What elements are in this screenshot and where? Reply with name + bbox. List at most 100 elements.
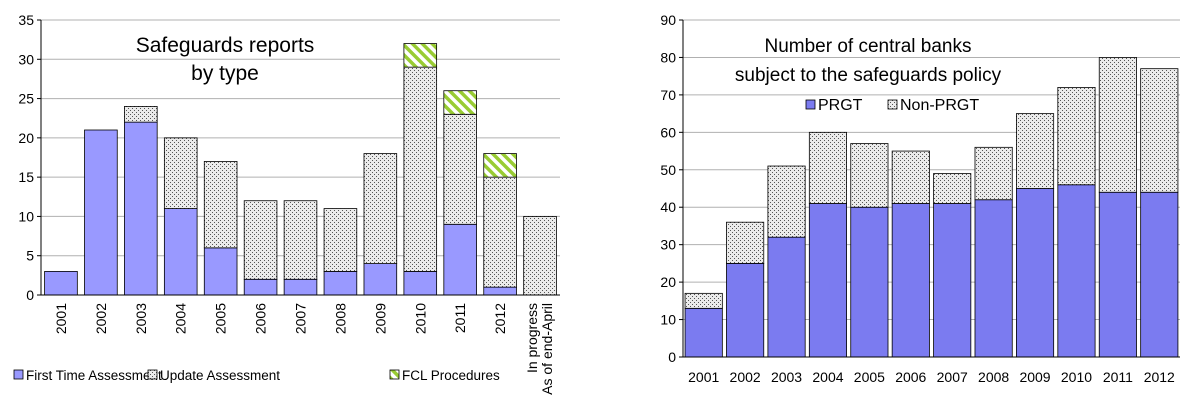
y-tick-label: 35 bbox=[18, 12, 34, 28]
bar-non-prgt-2010 bbox=[1057, 87, 1096, 186]
bar-fcl-procedures-2010 bbox=[403, 43, 438, 68]
bar-update-assessment-2005 bbox=[203, 161, 238, 249]
bar-first-time-assessment-2004 bbox=[163, 208, 198, 296]
bar-non-prgt-2008 bbox=[974, 146, 1013, 201]
y-tick-label: 30 bbox=[18, 51, 34, 67]
legend-label-fcl-procedures: FCL Procedures bbox=[402, 368, 500, 383]
bar-non-prgt-2006 bbox=[891, 150, 930, 204]
bar-first-time-assessment-2006 bbox=[243, 278, 278, 296]
chart-title: Safeguards reports bbox=[136, 34, 315, 57]
y-tick-label: 50 bbox=[660, 162, 676, 178]
bar-non-prgt-2002 bbox=[726, 221, 765, 264]
bar-first-time-assessment-2011 bbox=[443, 223, 477, 296]
x-tick-label: 2001 bbox=[688, 369, 719, 385]
bar-prgt-2003 bbox=[767, 236, 806, 358]
x-tick-label: 2012 bbox=[1144, 369, 1175, 385]
legend-swatch-first-time-assessment bbox=[13, 369, 24, 380]
chart-title: subject to the safeguards policy bbox=[735, 65, 1002, 86]
legend-swatch-fcl-procedures bbox=[389, 369, 400, 380]
x-tick-label: 2002 bbox=[730, 369, 761, 385]
y-tick-label: 25 bbox=[18, 91, 34, 107]
bar-update-assessment-2012 bbox=[483, 176, 517, 288]
legend-label-update-assessment: Update Assessment bbox=[160, 368, 280, 383]
bar-non-prgt-2004 bbox=[808, 131, 847, 204]
bar-fcl-procedures-2012 bbox=[483, 153, 517, 178]
bar-non-prgt-2011 bbox=[1098, 57, 1137, 193]
x-tick-label: 2005 bbox=[854, 369, 885, 385]
bar-prgt-2006 bbox=[891, 203, 930, 358]
x-tick-label: 2010 bbox=[412, 303, 428, 334]
central-banks-chart: 0 10 20 30 40 50 60 70 80 90 2001 2002 2003 2004 2005 2… bbox=[660, 12, 1180, 385]
bar-update-assessment-2003 bbox=[124, 106, 158, 123]
bar-prgt-2009 bbox=[1016, 188, 1055, 358]
bar-non-prgt-2001 bbox=[684, 292, 723, 309]
legend-swatch-update-assessment bbox=[147, 369, 158, 380]
x-tick-label: In progressAs of end-April bbox=[524, 303, 555, 395]
y-tick-label: 80 bbox=[660, 49, 676, 65]
bar-first-time-assessment-2009 bbox=[363, 263, 398, 296]
x-tick-label: 2008 bbox=[978, 369, 1009, 385]
legend-label-first-time-assessment: First Time Assessment bbox=[26, 368, 162, 383]
bar-first-time-assessment-2008 bbox=[323, 271, 358, 296]
bar-fcl-procedures-2011 bbox=[443, 90, 477, 115]
bar-first-time-assessment-2012 bbox=[483, 286, 517, 296]
y-tick-label: 5 bbox=[26, 248, 34, 264]
bar-non-prgt-2009 bbox=[1016, 113, 1055, 189]
y-tick-label: 70 bbox=[660, 87, 676, 103]
bar-prgt-2007 bbox=[933, 203, 972, 358]
bar-first-time-assessment-2007 bbox=[283, 278, 318, 296]
x-tick-label: 2004 bbox=[812, 369, 843, 385]
y-tick-label: 10 bbox=[660, 312, 676, 328]
bar-prgt-2001 bbox=[684, 307, 723, 358]
bar-prgt-2011 bbox=[1098, 191, 1137, 358]
bar-non-prgt-2007 bbox=[933, 173, 972, 204]
y-tick-label: 40 bbox=[660, 199, 676, 215]
legend-label-prgt: PRGT bbox=[818, 97, 863, 114]
legend-swatch-prgt bbox=[805, 99, 816, 110]
x-tick-label: 2012 bbox=[492, 303, 508, 334]
bar-first-time-assessment-2003 bbox=[124, 121, 158, 296]
legend-label-non-prgt: Non-PRGT bbox=[900, 97, 979, 114]
x-tick-label: 2005 bbox=[213, 303, 229, 334]
chart-title: Number of central banks bbox=[765, 36, 972, 57]
x-tick-label: 2011 bbox=[452, 303, 468, 333]
x-tick-label: 2011 bbox=[1103, 369, 1133, 385]
bar-prgt-2002 bbox=[726, 262, 765, 358]
bar-update-assessment-2008 bbox=[323, 208, 358, 272]
y-tick-label: 60 bbox=[660, 124, 676, 140]
bar-update-assessment-2006 bbox=[243, 200, 278, 280]
bar-non-prgt-2003 bbox=[767, 165, 806, 238]
bar-update-assessment-2011 bbox=[443, 113, 477, 225]
bar-prgt-2012 bbox=[1140, 191, 1179, 358]
y-tick-label: 30 bbox=[660, 237, 676, 253]
bar-update-assessment-in-progress-as-of-end-april bbox=[523, 216, 557, 296]
y-tick-label: 0 bbox=[668, 349, 676, 365]
chart-title: by type bbox=[191, 62, 259, 85]
x-tick-label: 2009 bbox=[1019, 369, 1050, 385]
x-tick-label: 2003 bbox=[771, 369, 802, 385]
x-tick-label: 2007 bbox=[937, 369, 968, 385]
bar-update-assessment-2007 bbox=[283, 200, 318, 280]
safeguards-reports-chart: 0 5 10 15 20 25 30 35 2001 2002 2003 2004 2005 2006 20… bbox=[13, 12, 560, 395]
x-tick-label: 2007 bbox=[293, 303, 309, 334]
legend-swatch-non-prgt bbox=[887, 99, 898, 110]
bar-update-assessment-2009 bbox=[363, 153, 398, 264]
x-tick-label: 2004 bbox=[173, 303, 189, 334]
x-tick-label: 2006 bbox=[895, 369, 926, 385]
y-tick-label: 15 bbox=[18, 169, 34, 185]
bar-first-time-assessment-2001 bbox=[44, 271, 78, 296]
x-tick-label: 2002 bbox=[93, 303, 109, 334]
x-tick-label: 2009 bbox=[372, 303, 388, 334]
bar-non-prgt-2005 bbox=[850, 143, 889, 208]
x-tick-label: 2006 bbox=[253, 303, 269, 334]
x-tick-label: 2008 bbox=[332, 303, 348, 334]
bar-prgt-2010 bbox=[1057, 184, 1096, 358]
x-tick-label: 2003 bbox=[133, 303, 149, 334]
bar-update-assessment-2004 bbox=[163, 137, 198, 209]
bar-non-prgt-2012 bbox=[1140, 68, 1179, 193]
y-tick-label: 0 bbox=[26, 287, 34, 303]
y-tick-label: 10 bbox=[18, 208, 34, 224]
bar-first-time-assessment-2005 bbox=[203, 247, 238, 296]
bar-update-assessment-2010 bbox=[403, 66, 438, 272]
